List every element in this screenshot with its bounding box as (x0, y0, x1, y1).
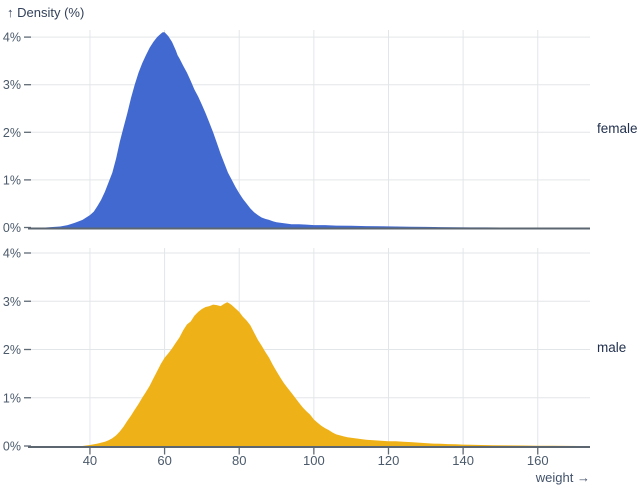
y-tick-label: 0% (3, 440, 21, 454)
y-tick-label: 3% (3, 78, 21, 92)
x-tick-label: 100 (303, 453, 325, 468)
density-area-male (82, 302, 590, 446)
y-tick-label: 2% (3, 126, 21, 140)
x-tick-label: 80 (232, 453, 246, 468)
facet-label-male: male (597, 340, 626, 355)
axes-layer: 0% 1% 2% 3% 4% 0% 1% 2% 3% 4% 40 60 80 100 120 140 160 (3, 31, 590, 468)
x-tick-label: 40 (83, 453, 97, 468)
x-tick-label: 160 (527, 453, 549, 468)
density-area-female (45, 32, 590, 228)
x-tick-label: 120 (378, 453, 400, 468)
x-tick-label: 140 (452, 453, 474, 468)
y-tick-label: 4% (3, 247, 21, 261)
y-tick-label: 1% (3, 391, 21, 405)
y-axis-title: ↑ Density (%) (7, 5, 84, 20)
density-areas-layer (45, 32, 590, 446)
y-tick-label: 3% (3, 295, 21, 309)
y-tick-label: 1% (3, 173, 21, 187)
y-tick-label: 2% (3, 343, 21, 357)
y-tick-label: 0% (3, 221, 21, 235)
x-tick-label: 60 (157, 453, 171, 468)
x-axis-title: weight → (535, 470, 590, 485)
y-tick-label: 4% (3, 31, 21, 45)
facet-label-female: female (597, 121, 638, 136)
gridlines-layer (28, 30, 590, 446)
